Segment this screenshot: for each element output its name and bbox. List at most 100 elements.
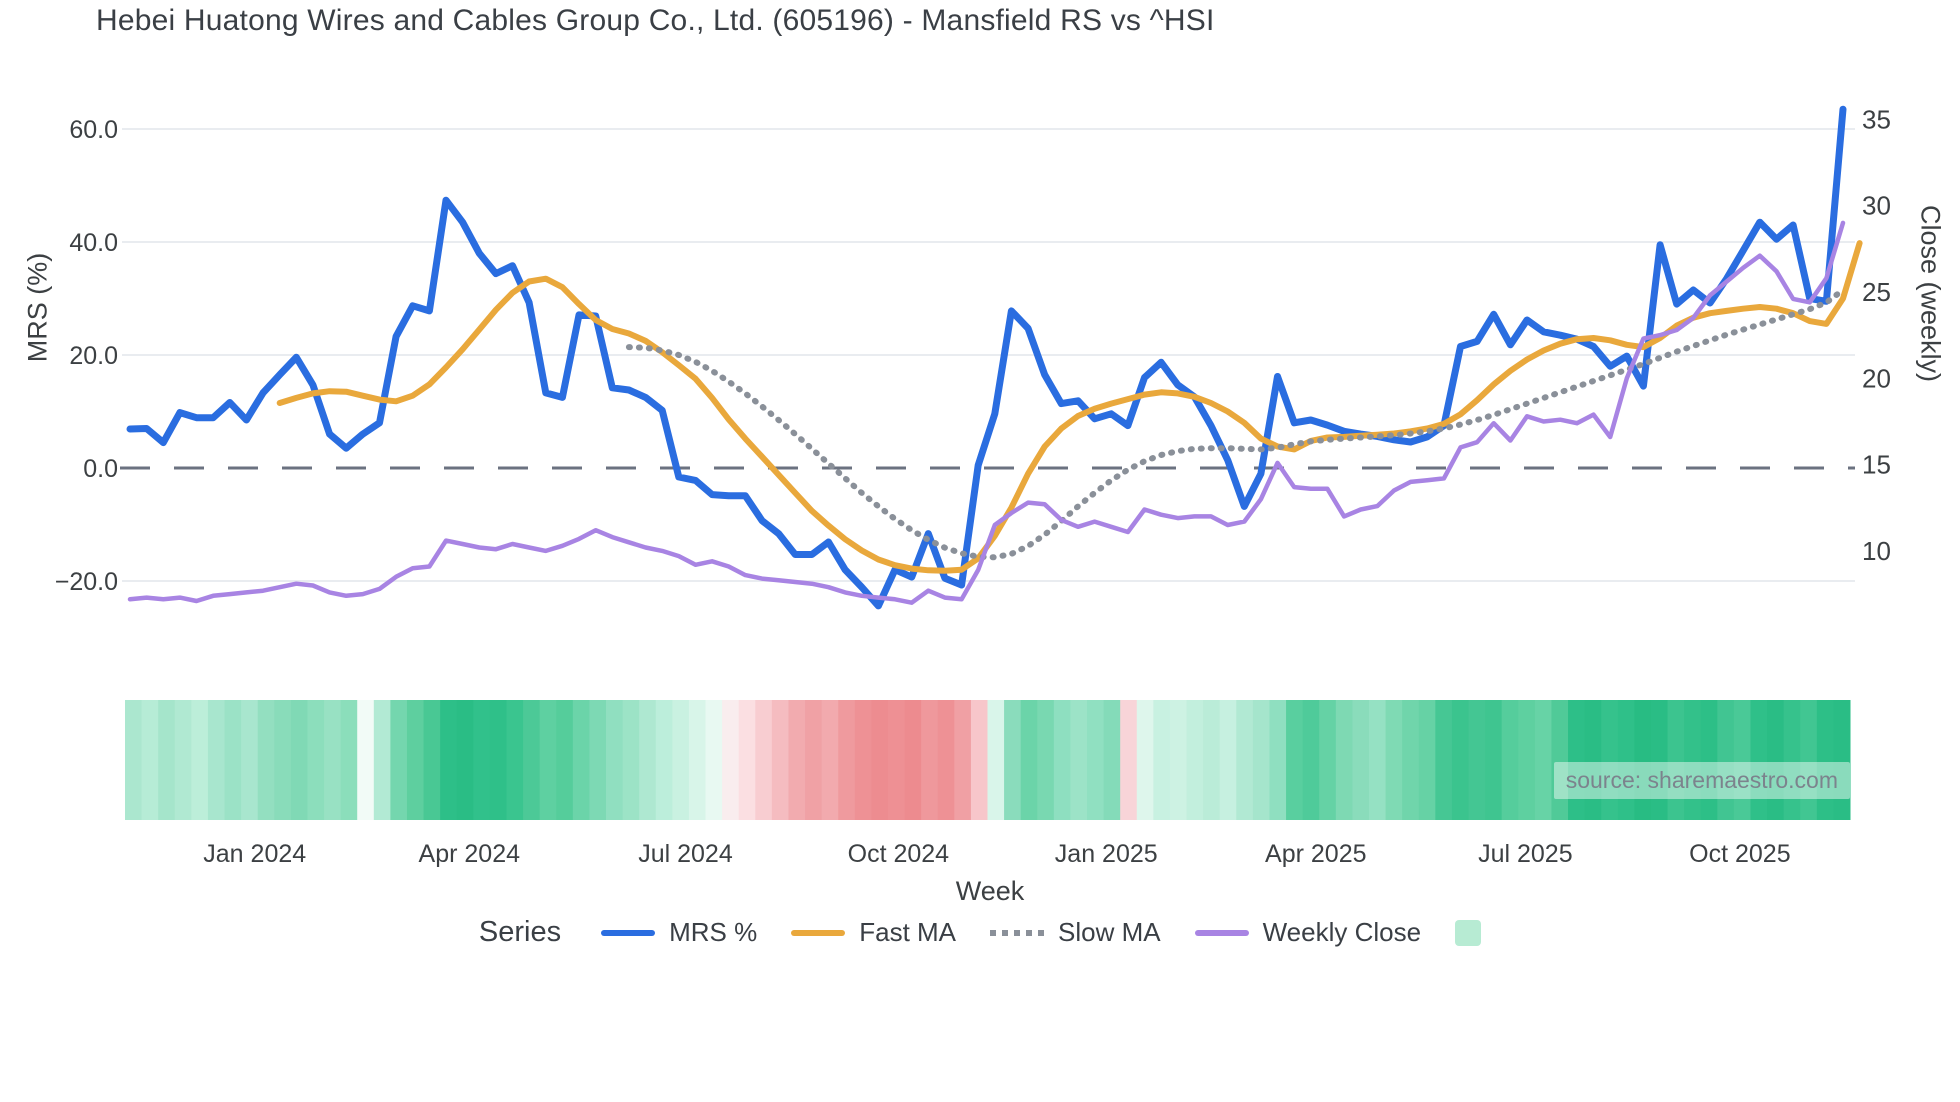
heatmap-cell: [1120, 700, 1138, 820]
heatmap-cell: [1634, 700, 1652, 820]
mrs--line: [126, 105, 1847, 610]
legend: Series MRS % Fast MA Slow MA Weekly Clos…: [0, 916, 1960, 949]
x-axis-title: Week: [955, 876, 1025, 906]
heatmap-cell: [1004, 700, 1022, 820]
heatmap-cell: [1302, 700, 1320, 820]
legend-item-heatmap[interactable]: [1455, 919, 1482, 946]
heatmap-cell: [838, 700, 856, 820]
heatmap-cell: [887, 700, 906, 820]
heatmap-cell: [125, 700, 143, 820]
heatmap-cell: [241, 700, 259, 820]
heatmap-cell: [1070, 700, 1088, 820]
x-axis-tick: Jan 2025: [1055, 840, 1158, 868]
heatmap-cell: [1037, 700, 1055, 820]
heatmap-cell: [572, 700, 590, 820]
heatmap-cell: [589, 700, 607, 820]
legend-item-weekly-close[interactable]: Weekly Close: [1194, 917, 1421, 948]
heatmap-cell: [207, 700, 226, 820]
slow-ma-swatch-icon: [990, 929, 1045, 936]
heatmap-cell: [1468, 700, 1486, 820]
heatmap-cell: [1252, 700, 1270, 820]
heatmap-cell: [357, 700, 375, 820]
legend-label-fast-ma: Fast MA: [859, 917, 957, 947]
heatmap-cell: [307, 700, 325, 820]
heatmap-cell: [805, 700, 823, 820]
heatmap-cell: [324, 700, 342, 820]
x-axis-tick: Apr 2024: [419, 840, 521, 868]
heatmap-cell: [1053, 700, 1071, 820]
heatmap-cell: [788, 700, 806, 820]
heatmap-cell: [556, 700, 574, 820]
left-axis-title: MRS (%): [22, 252, 53, 363]
right-axis-tick: 25: [1862, 277, 1891, 307]
heatmap-cell: [1767, 700, 1785, 820]
heatmap-cell: [390, 700, 408, 820]
heatmap-cell: [1352, 700, 1370, 820]
heatmap-cell: [1418, 700, 1436, 820]
heatmap-cell: [1617, 700, 1635, 820]
heatmap-cell: [1319, 700, 1337, 820]
heatmap-cell: [1833, 700, 1851, 820]
heatmap-cell: [606, 700, 624, 820]
heatmap-cell: [871, 700, 889, 820]
right-axis-tick: 20: [1862, 363, 1891, 393]
heatmap-cell: [921, 700, 939, 820]
heatmap-cell: [1335, 700, 1353, 820]
right-axis-title: Close (weekly): [1915, 204, 1946, 383]
heatmap-cell: [1584, 700, 1602, 820]
heatmap-cell: [1385, 700, 1403, 820]
legend-label-mrs: MRS %: [669, 917, 758, 947]
heatmap-cell: [655, 700, 673, 820]
chart-title: Hebei Huatong Wires and Cables Group Co.…: [96, 4, 1215, 37]
heatmap-cell: [1816, 700, 1834, 820]
left-axis-tick: 0.0: [83, 455, 118, 483]
heatmap-cell: [1203, 700, 1221, 820]
heatmap-cell: [987, 700, 1005, 820]
legend-item-mrs[interactable]: MRS %: [601, 917, 757, 948]
heatmap-cell: [1601, 700, 1619, 820]
heatmap-cell: [523, 700, 541, 820]
left-axis-tick: 60.0: [69, 116, 118, 144]
heatmap-cell: [456, 700, 474, 820]
heatmap-cell: [224, 700, 242, 820]
x-axis-tick: Oct 2025: [1689, 840, 1790, 868]
heatmap-cell: [1219, 700, 1237, 820]
heatmap-cell: [1551, 700, 1569, 820]
x-axis-tick: Jan 2024: [203, 840, 306, 868]
left-axis-tick: 20.0: [69, 342, 118, 370]
heatmap-cell: [1717, 700, 1735, 820]
heatmap-cell: [954, 700, 972, 820]
heatmap-cell: [539, 700, 557, 820]
left-axis-tick: 40.0: [69, 229, 118, 257]
heatmap-cell: [722, 700, 740, 820]
source-watermark: source: sharemaestro.com: [1553, 762, 1850, 799]
heatmap-cell: [672, 700, 690, 820]
legend-item-fast-ma[interactable]: Fast MA: [791, 917, 956, 948]
heatmap-cell: [174, 700, 192, 820]
heatmap-cell: [1169, 700, 1188, 820]
legend-item-slow-ma[interactable]: Slow MA: [990, 917, 1161, 948]
left-axis-tick: −20.0: [55, 568, 118, 596]
mrs-line-swatch-icon: [601, 929, 656, 936]
x-axis-tick: Apr 2025: [1265, 840, 1366, 868]
x-axis-tick: Jul 2024: [638, 840, 733, 868]
heatmap-cell: [1153, 700, 1171, 820]
heatmap-cell: [738, 700, 756, 820]
heatmap-cell: [1286, 700, 1304, 820]
heatmap-cell: [1402, 700, 1420, 820]
heatmap-cell: [1103, 700, 1121, 820]
heatmap-cell: [622, 700, 640, 820]
heatmap-cell: [423, 700, 441, 820]
fast-ma-line: [276, 240, 1863, 574]
right-axis-tick: 35: [1862, 104, 1891, 134]
heatmap-cell: [1783, 700, 1801, 820]
heatmap-cell: [489, 700, 507, 820]
heatmap-cell: [373, 700, 391, 820]
heatmap-cell: [937, 700, 955, 820]
right-axis-tick: 15: [1862, 450, 1891, 480]
heatmap-cell: [1800, 700, 1818, 820]
heatmap-cell: [705, 700, 723, 820]
